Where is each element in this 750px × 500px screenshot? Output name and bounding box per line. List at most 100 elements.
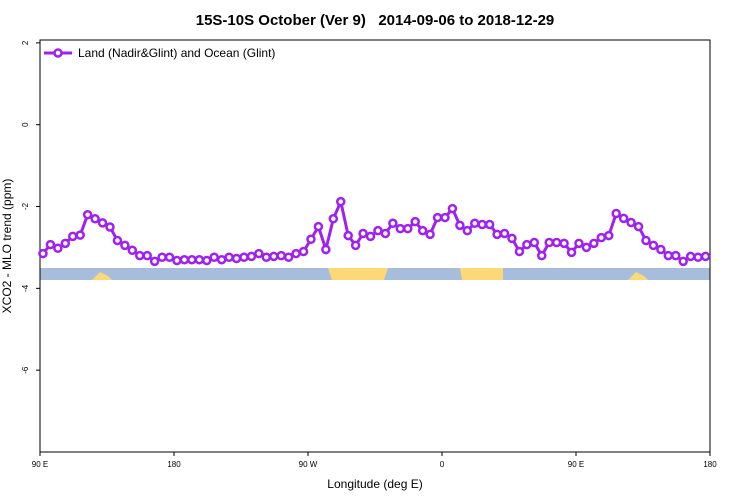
point — [179, 254, 190, 265]
point — [336, 196, 346, 207]
x-tick-label: 180 — [703, 460, 717, 469]
point — [574, 238, 584, 249]
land-patch — [328, 268, 388, 280]
x-tick-label: 180 — [167, 460, 181, 469]
point — [157, 252, 167, 263]
point — [455, 220, 465, 231]
point — [82, 209, 93, 220]
point — [529, 237, 540, 248]
y-tick-label: -4 — [21, 284, 30, 292]
point — [239, 252, 249, 263]
point — [283, 252, 294, 263]
point — [648, 240, 659, 251]
point — [254, 248, 264, 259]
point — [626, 217, 636, 228]
y-tick-label: 2 — [21, 40, 30, 45]
point — [693, 252, 703, 263]
point — [514, 246, 525, 257]
point — [127, 245, 138, 256]
plot-frame — [39, 39, 711, 453]
point — [135, 250, 145, 261]
point — [373, 225, 383, 236]
point — [618, 213, 629, 224]
point — [678, 256, 688, 267]
point — [604, 230, 614, 241]
point — [656, 244, 666, 255]
point — [507, 233, 517, 244]
point — [149, 256, 160, 267]
x-tick-label: 90 E — [32, 460, 48, 469]
point — [172, 255, 182, 266]
point — [269, 251, 279, 262]
chart-title: 15S-10S October (Ver 9) 2014-09-06 to 20… — [196, 12, 555, 29]
point — [410, 216, 420, 227]
point — [306, 234, 316, 244]
point — [187, 254, 197, 265]
point — [216, 254, 227, 265]
point — [202, 255, 212, 266]
point — [343, 230, 353, 241]
point — [559, 238, 569, 249]
point — [261, 252, 272, 263]
point — [484, 219, 495, 230]
point — [395, 223, 406, 234]
point — [417, 225, 428, 236]
point — [551, 237, 562, 248]
point — [328, 214, 339, 224]
legend-label: Land (Nadir&Glint) and Ocean (Glint) — [78, 46, 275, 60]
point — [164, 252, 175, 263]
point — [90, 214, 100, 224]
point — [522, 239, 532, 250]
x-tick-label: 0 — [440, 460, 445, 469]
point — [663, 250, 674, 261]
point — [432, 212, 443, 223]
land-ocean-band — [40, 268, 710, 280]
point — [388, 218, 398, 229]
point — [492, 229, 502, 240]
point — [365, 231, 376, 242]
point — [633, 221, 644, 232]
point — [60, 238, 71, 249]
point — [105, 222, 115, 232]
point — [231, 253, 242, 264]
point — [566, 247, 577, 258]
point — [120, 240, 130, 251]
point — [276, 250, 286, 261]
point — [447, 203, 458, 214]
point — [298, 246, 309, 257]
point — [589, 238, 599, 249]
point — [194, 254, 205, 265]
point — [53, 243, 63, 254]
point — [38, 248, 48, 259]
point — [700, 251, 711, 262]
point — [68, 231, 78, 242]
point — [75, 230, 85, 240]
point — [350, 240, 361, 251]
point — [358, 228, 368, 239]
point — [142, 250, 152, 261]
point — [581, 242, 592, 253]
point — [321, 244, 331, 255]
point — [291, 248, 301, 259]
point — [440, 212, 450, 223]
x-axis-label: Longitude (deg E) — [327, 477, 422, 491]
point — [470, 218, 480, 229]
point — [671, 250, 681, 261]
land-patch — [460, 268, 503, 280]
y-tick-label: -2 — [21, 202, 30, 210]
point — [112, 235, 123, 246]
point — [246, 251, 257, 262]
point — [477, 219, 487, 230]
point — [403, 223, 413, 234]
x-tick-label: 90 W — [299, 460, 318, 469]
point — [380, 228, 391, 239]
point — [45, 239, 56, 250]
point — [537, 250, 547, 261]
point — [641, 235, 651, 246]
point — [611, 208, 621, 219]
x-tick-label: 90 E — [568, 460, 584, 469]
point — [544, 237, 554, 248]
point — [97, 218, 108, 228]
point — [313, 221, 324, 232]
